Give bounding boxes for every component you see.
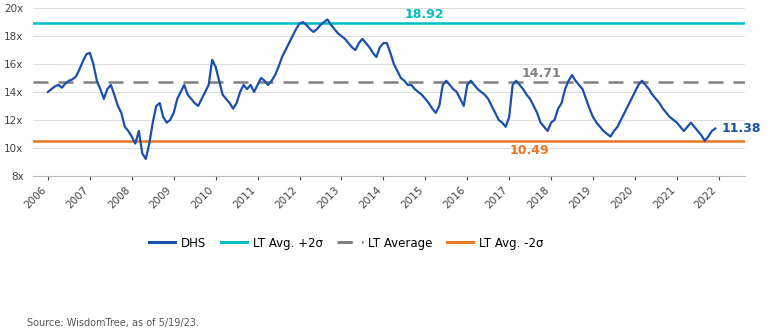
DHS <box>386 51 395 55</box>
Text: 14.71: 14.71 <box>521 67 561 79</box>
DHS <box>470 83 479 87</box>
Text: Source: WisdomTree, as of 5/19/23.: Source: WisdomTree, as of 5/19/23. <box>27 318 199 328</box>
DHS <box>326 23 335 27</box>
Text: 10.49: 10.49 <box>509 144 549 157</box>
Legend: DHS, LT Avg. +2σ, LT Average, LT Avg. -2σ: DHS, LT Avg. +2σ, LT Average, LT Avg. -2… <box>145 232 548 254</box>
DHS <box>124 129 133 133</box>
DHS <box>316 23 325 27</box>
Line: DHS: DHS <box>48 19 715 159</box>
Text: 18.92: 18.92 <box>404 8 444 21</box>
DHS <box>431 111 441 115</box>
DHS <box>43 90 52 94</box>
DHS <box>711 126 720 130</box>
DHS <box>141 157 151 161</box>
DHS <box>323 17 332 21</box>
Text: 11.38: 11.38 <box>721 122 761 135</box>
